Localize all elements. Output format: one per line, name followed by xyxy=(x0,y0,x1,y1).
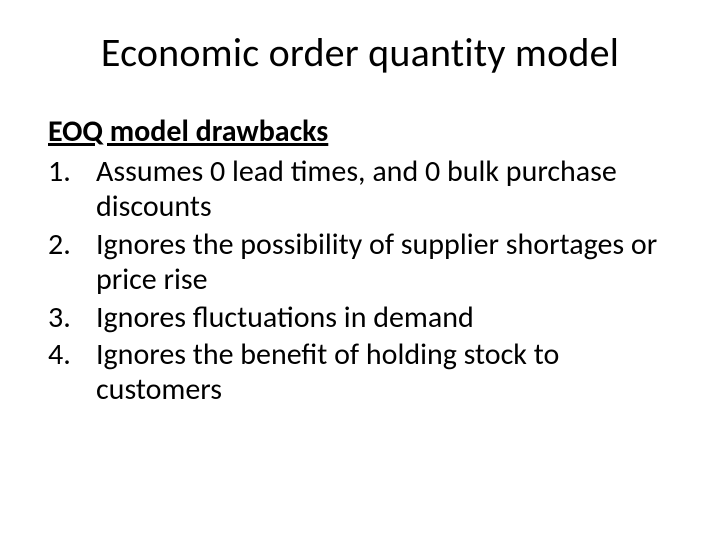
list-item: Ignores the possibility of supplier shor… xyxy=(48,227,672,298)
slide-title: Economic order quantity model xyxy=(48,28,672,77)
list-item: Ignores fluctuations in demand xyxy=(48,300,672,335)
list-item: Ignores the benefit of holding stock to … xyxy=(48,337,672,408)
list-item: Assumes 0 lead times, and 0 bulk purchas… xyxy=(48,154,672,225)
section-subheading: EOQ model drawbacks xyxy=(48,113,672,150)
drawbacks-list: Assumes 0 lead times, and 0 bulk purchas… xyxy=(48,154,672,408)
